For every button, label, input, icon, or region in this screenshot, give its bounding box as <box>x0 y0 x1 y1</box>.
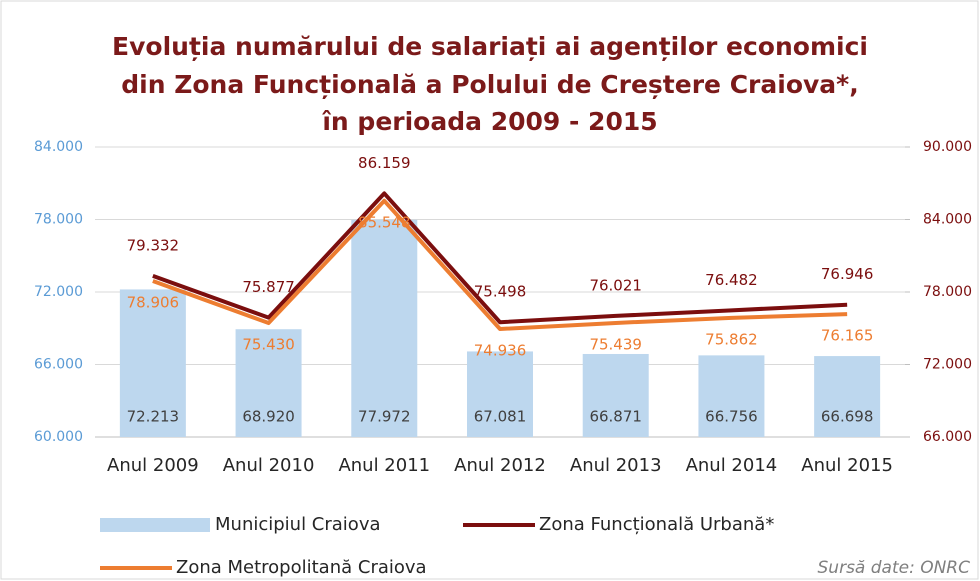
line-value-label: 76.021 <box>589 276 642 294</box>
bar <box>698 355 765 437</box>
x-tick-label: Anul 2012 <box>454 455 546 476</box>
bar-value-label: 68.920 <box>242 408 295 426</box>
y-tick-label: 66.000 <box>34 357 83 373</box>
line <box>152 198 848 332</box>
bar <box>467 351 533 437</box>
line-value-label: 75.439 <box>589 335 642 353</box>
line-value-label: 78.906 <box>127 294 180 312</box>
bar-value-label: 77.972 <box>358 408 411 426</box>
x-tick-label: Anul 2015 <box>801 455 893 476</box>
line-value-label: 76.946 <box>821 265 874 283</box>
bar-value-label: 66.756 <box>705 408 758 426</box>
y2-tick-label: 72.000 <box>923 357 972 373</box>
line-value-label: 76.482 <box>705 271 758 289</box>
y2-tick-label: 84.000 <box>923 212 972 228</box>
x-tick-label: Anul 2014 <box>686 455 778 476</box>
x-tick-label: Anul 2013 <box>570 455 662 476</box>
y-tick-label: 78.000 <box>34 212 83 228</box>
bar-value-label: 66.698 <box>821 408 874 426</box>
y2-tick-label: 90.000 <box>923 139 972 155</box>
legend-swatch <box>100 518 210 532</box>
bar <box>814 356 881 437</box>
bar <box>582 353 649 437</box>
bar-value-label: 66.871 <box>589 408 642 426</box>
chart-title: Evoluția numărului de salariați ai agenț… <box>112 32 868 61</box>
line-value-label: 76.165 <box>821 327 874 345</box>
y2-tick-label: 78.000 <box>923 284 972 300</box>
source-note: Sursă date: ONRC <box>818 558 971 578</box>
x-tick-label: Anul 2009 <box>107 455 199 476</box>
line-value-label: 86.159 <box>358 154 411 172</box>
bar-value-label: 67.081 <box>474 408 527 426</box>
x-tick-label: Anul 2011 <box>338 455 430 476</box>
line-value-label: 74.936 <box>474 342 527 360</box>
legend-label: Zona Metropolitană Craiova <box>176 557 427 578</box>
x-tick-label: Anul 2010 <box>223 455 315 476</box>
line-value-label: 85.548 <box>358 213 411 231</box>
y2-tick-label: 66.000 <box>923 429 972 445</box>
bar <box>235 329 302 437</box>
line-value-label: 75.862 <box>705 330 758 348</box>
line <box>152 191 848 325</box>
line-value-label: 79.332 <box>127 236 180 254</box>
y-tick-label: 72.000 <box>34 284 83 300</box>
line-value-label: 75.877 <box>242 278 295 296</box>
legend-label: Municipiul Craiova <box>215 514 381 535</box>
chart-title: din Zona Funcțională a Polului de Crește… <box>121 70 858 99</box>
y-tick-label: 60.000 <box>34 429 83 445</box>
line-value-label: 75.430 <box>242 336 295 354</box>
line-value-label: 75.498 <box>474 283 527 301</box>
bar <box>351 219 418 437</box>
legend-label: Zona Funcțională Urbană* <box>539 514 774 535</box>
chart-title: în perioada 2009 - 2015 <box>321 107 657 136</box>
bar-value-label: 72.213 <box>127 408 180 426</box>
y-tick-label: 84.000 <box>34 139 83 155</box>
bar <box>119 289 186 437</box>
